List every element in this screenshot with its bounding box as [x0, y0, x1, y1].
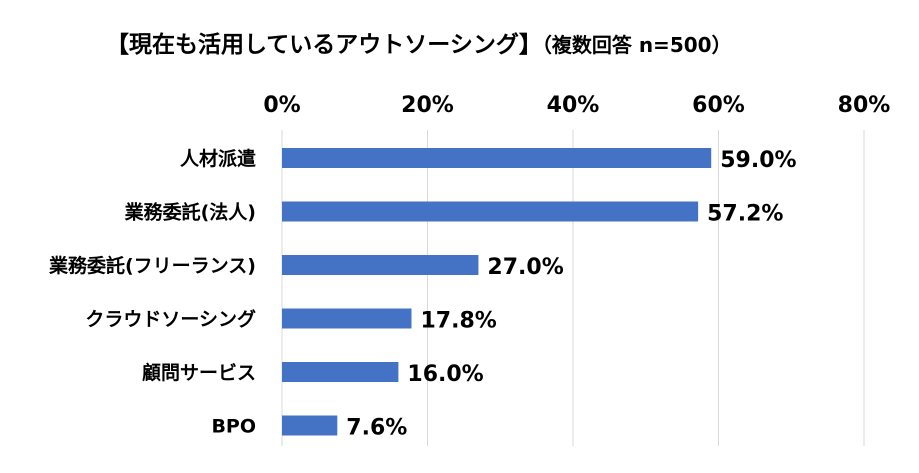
data-label: 17.8%: [420, 309, 496, 334]
x-tick-label: 0%: [263, 93, 300, 118]
bars: [282, 148, 712, 436]
bar: [282, 308, 412, 329]
x-tick-label: 60%: [692, 93, 745, 118]
data-label: 27.0%: [487, 255, 563, 280]
x-tick-label: 20%: [401, 93, 454, 118]
category-label: 顧問サービス: [142, 361, 256, 384]
data-label: 59.0%: [720, 148, 796, 173]
chart-subtitle: （複数回答 n=500）: [542, 33, 732, 57]
bar: [282, 201, 699, 222]
bar: [282, 148, 712, 168]
data-label: 57.2%: [707, 202, 783, 227]
data-label: 16.0%: [407, 362, 483, 387]
category-label: BPO: [211, 416, 256, 438]
gridlines: [281, 130, 865, 446]
data-labels: 59.0% 57.2% 27.0% 17.8% 16.0% 7.6%: [346, 148, 796, 441]
chart-title: 【現在も活用しているアウトソーシング】（複数回答 n=500）: [106, 31, 732, 58]
chart-title-main: 【現在も活用しているアウトソーシング】: [106, 31, 542, 58]
x-tick-label: 40%: [547, 93, 600, 118]
category-label: 人材派遣: [180, 147, 256, 170]
category-label: クラウドソーシング: [85, 308, 256, 331]
x-axis-tick-labels: 0% 20% 40% 60% 80%: [263, 93, 890, 118]
data-label: 7.6%: [346, 416, 407, 441]
bar: [282, 362, 399, 382]
x-tick-label: 80%: [838, 93, 891, 118]
bar: [282, 255, 479, 275]
bar: [282, 415, 338, 436]
category-label: 業務委託(フリーランス): [48, 254, 256, 277]
category-label: 業務委託(法人): [124, 201, 256, 224]
